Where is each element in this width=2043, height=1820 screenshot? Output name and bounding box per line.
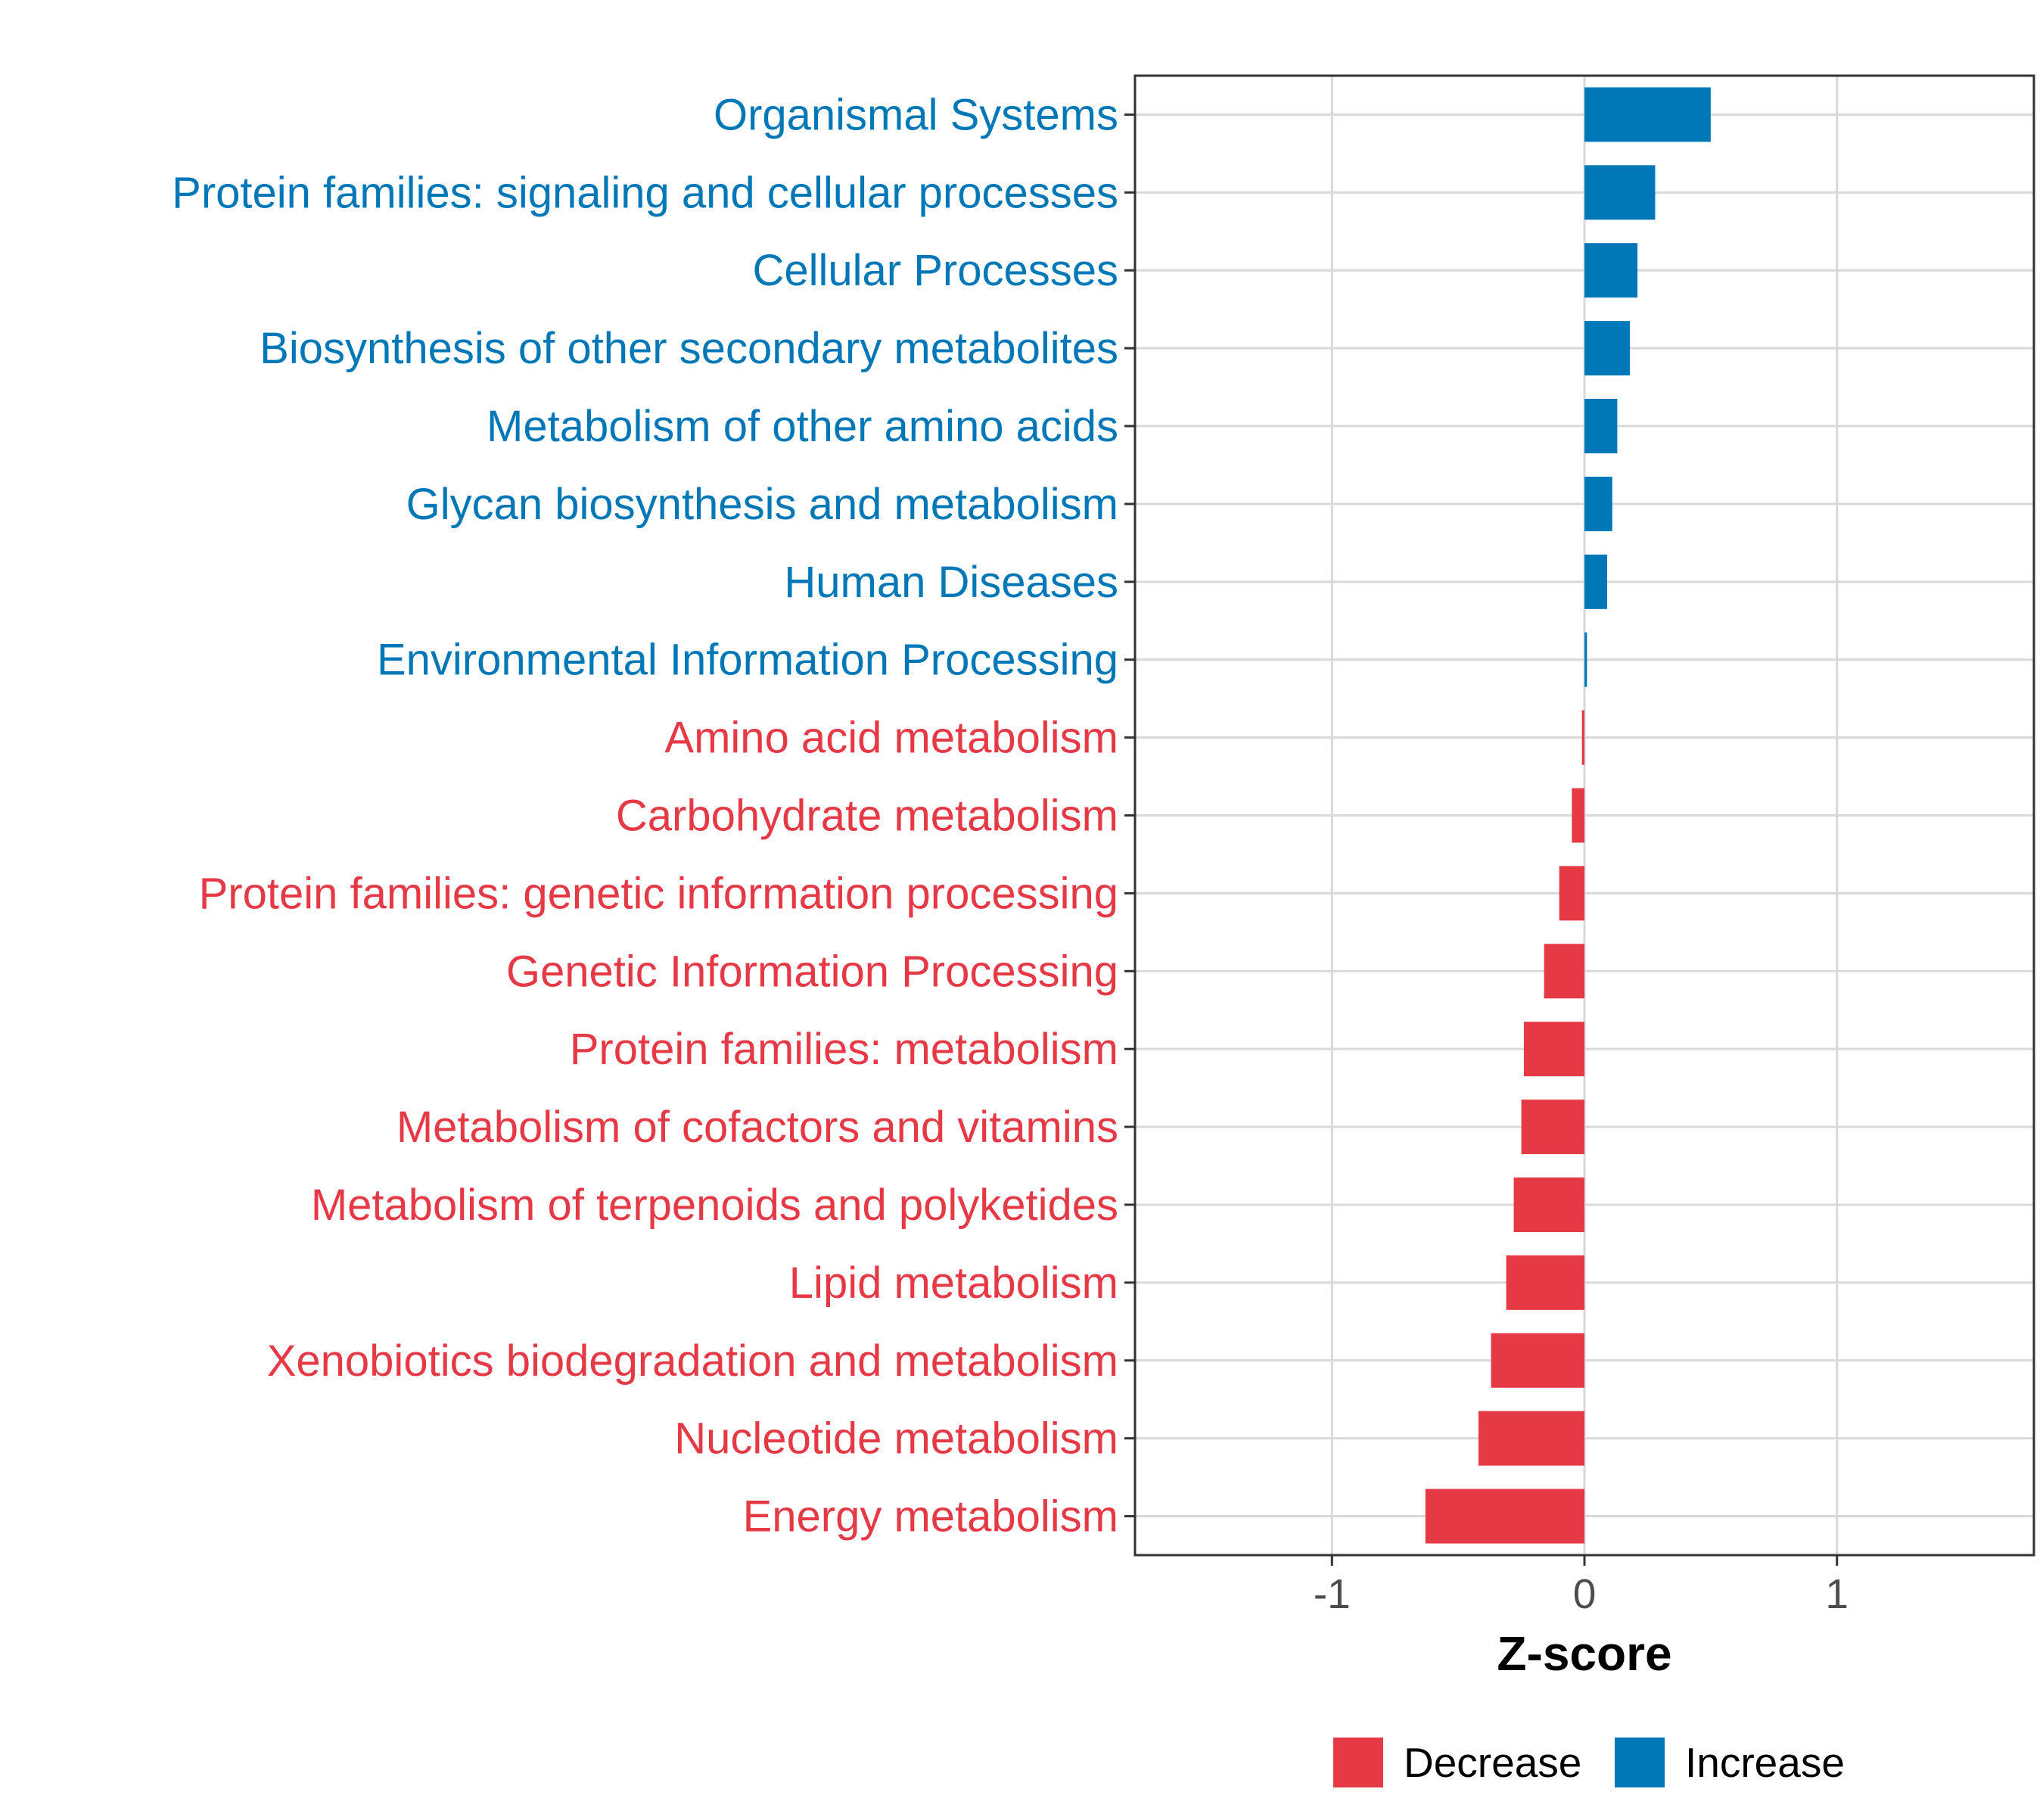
legend-swatch-decrease	[1333, 1738, 1383, 1787]
category-label: Energy metabolism	[743, 1492, 1118, 1542]
bar-decrease	[1581, 710, 1584, 765]
bar-layer	[1425, 87, 1711, 1544]
category-label: Cellular Processes	[752, 246, 1118, 295]
category-label: Metabolism of other amino acids	[487, 402, 1118, 451]
bar-decrease	[1491, 1333, 1584, 1388]
category-label: Organismal Systems	[714, 90, 1118, 139]
x-tick-label: 1	[1825, 1570, 1849, 1617]
bar-decrease	[1513, 1177, 1584, 1232]
bar-decrease	[1478, 1411, 1584, 1466]
category-label: Metabolism of cofactors and vitamins	[396, 1103, 1118, 1152]
bar-decrease	[1544, 944, 1584, 999]
bar-decrease	[1506, 1255, 1584, 1310]
bar-increase	[1584, 399, 1618, 454]
category-label: Amino acid metabolism	[664, 714, 1118, 763]
category-label: Protein families: genetic information pr…	[199, 869, 1118, 918]
legend-swatch-increase	[1615, 1738, 1665, 1787]
bar-decrease	[1559, 866, 1584, 921]
category-label: Glycan biosynthesis and metabolism	[406, 480, 1118, 529]
category-label: Metabolism of terpenoids and polyketides	[311, 1181, 1118, 1230]
bar-increase	[1584, 321, 1631, 376]
bar-decrease	[1572, 788, 1584, 843]
bar-increase	[1584, 87, 1711, 142]
category-label: Carbohydrate metabolism	[616, 792, 1118, 841]
bar-decrease	[1425, 1489, 1584, 1544]
x-tick-label: 0	[1573, 1570, 1597, 1617]
legend-label-increase: Increase	[1685, 1739, 1845, 1786]
bar-increase	[1584, 165, 1656, 220]
x-tick-label: -1	[1314, 1570, 1351, 1617]
category-label: Nucleotide metabolism	[674, 1414, 1118, 1464]
category-label: Protein families: metabolism	[570, 1025, 1118, 1074]
bar-decrease	[1521, 1100, 1584, 1155]
category-label: Xenobiotics biodegradation and metabolis…	[267, 1336, 1118, 1386]
bar-decrease	[1523, 1022, 1584, 1077]
bar-increase	[1584, 632, 1587, 687]
tick-layer: -1 0 1	[1124, 113, 1849, 1617]
category-label-layer: Organismal Systems Protein families: sign…	[172, 90, 1118, 1541]
legend-label-decrease: Decrease	[1404, 1739, 1581, 1786]
bar-increase	[1584, 554, 1608, 609]
category-label: Lipid metabolism	[789, 1258, 1118, 1308]
category-label: Protein families: signaling and cellular…	[172, 168, 1118, 217]
bar-increase	[1584, 476, 1612, 531]
category-label: Human Diseases	[784, 558, 1118, 607]
category-label: Environmental Information Processing	[377, 636, 1118, 685]
category-label: Biosynthesis of other secondary metaboli…	[260, 324, 1118, 373]
legend: Decrease Increase	[1333, 1738, 1845, 1787]
x-axis-title: Z-score	[1497, 1626, 1671, 1681]
category-label: Genetic Information Processing	[506, 947, 1118, 996]
bar-increase	[1584, 243, 1638, 298]
